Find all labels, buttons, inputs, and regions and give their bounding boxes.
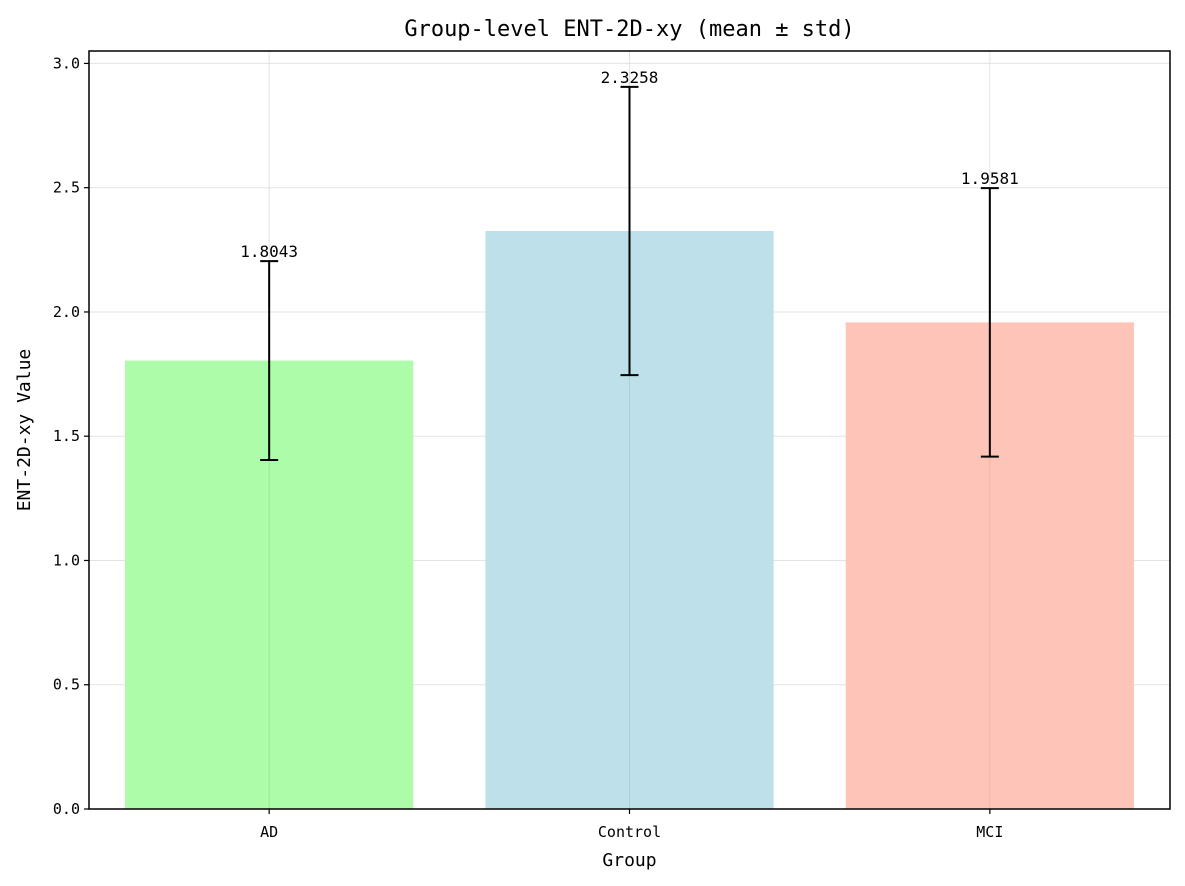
- x-tick-label: AD: [260, 823, 278, 841]
- error-bars: [260, 85, 999, 461]
- y-tick-label: 2.0: [53, 303, 80, 321]
- data-label: 2.3258: [601, 68, 659, 87]
- y-tick-label: 0.5: [53, 676, 80, 694]
- y-tick-label: 1.5: [53, 427, 80, 445]
- data-label: 1.9581: [961, 169, 1019, 188]
- y-tick-label: 1.0: [53, 551, 80, 569]
- x-tick-label: MCI: [976, 823, 1003, 841]
- x-axis-label: Group: [602, 850, 656, 871]
- y-axis-label: ENT-2D-xy Value: [14, 349, 35, 512]
- y-tick-label: 0.0: [53, 800, 80, 818]
- y-tick-label: 2.5: [53, 179, 80, 197]
- chart-title: Group-level ENT-2D-xy (mean ± std): [404, 17, 854, 42]
- ticks: 0.0 0.5 1.0 1.5 2.0 2.5 3.0 AD Control MCI: [53, 54, 1003, 841]
- x-tick-label: Control: [598, 823, 661, 841]
- y-tick-label: 3.0: [53, 54, 80, 72]
- data-labels: 1.8043 2.3258 1.9581: [240, 68, 1018, 261]
- data-label: 1.8043: [240, 242, 298, 261]
